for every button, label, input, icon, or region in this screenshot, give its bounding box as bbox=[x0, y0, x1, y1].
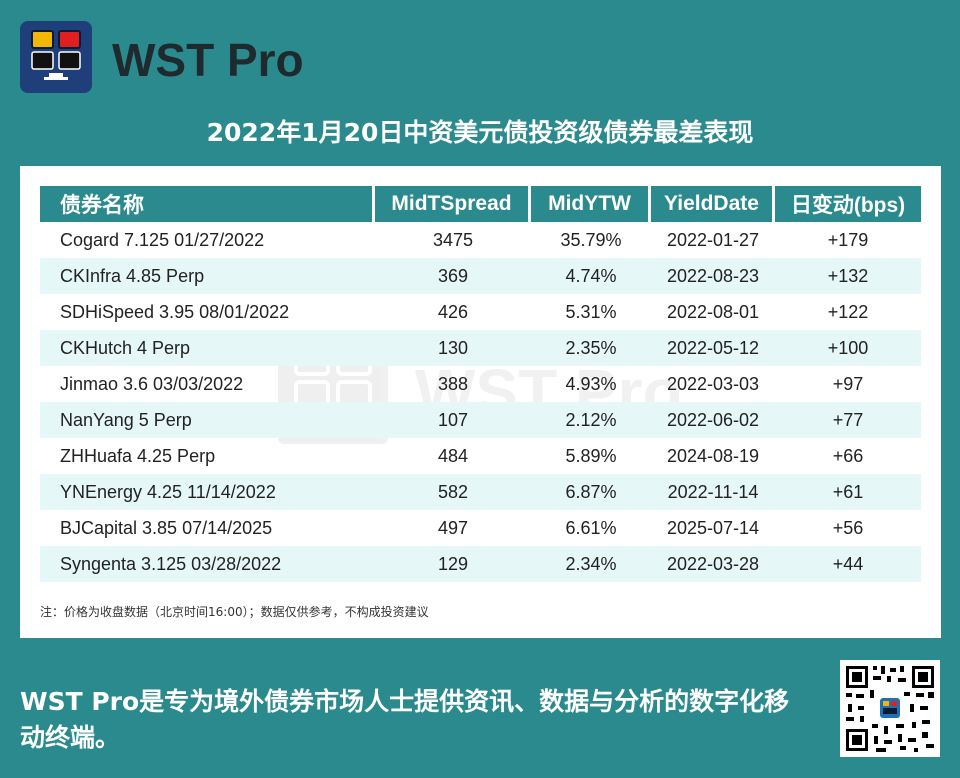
mid-ytw: 2.35% bbox=[531, 330, 651, 366]
bond-name: Syngenta 3.125 03/28/2022 bbox=[40, 546, 375, 582]
bond-name: SDHiSpeed 3.95 08/01/2022 bbox=[60, 301, 290, 322]
table-header-row: 债券名称 MidTSpread MidYTW YieldDate 日变动(bps… bbox=[40, 186, 921, 222]
mid-t-spread: 130 bbox=[375, 330, 531, 366]
mid-t-spread: 369 bbox=[375, 258, 531, 294]
mid-ytw: 2.12% bbox=[531, 402, 651, 438]
yield-date: 2022-08-23 bbox=[651, 258, 775, 294]
mid-t-spread: 3475 bbox=[432, 229, 474, 250]
daily-change: +77 bbox=[775, 402, 921, 438]
brand-name: WST Pro bbox=[112, 34, 304, 86]
daily-change: +132 bbox=[775, 258, 921, 294]
mid-ytw: 6.87% bbox=[531, 474, 651, 510]
table-row: NanYang 5 Perp 107 2.12% 2022-06-02 +77 bbox=[40, 402, 921, 438]
yield-date: 2024-08-19 bbox=[666, 445, 760, 466]
mid-t-spread: 129 bbox=[375, 546, 531, 582]
col-header-yielddate: YieldDate bbox=[651, 186, 775, 222]
bond-name: Jinmao 3.6 03/03/2022 bbox=[60, 373, 244, 394]
tagline: WST Pro是专为境外债券市场人士提供资讯、数据与分析的数字化移动终端。 bbox=[20, 687, 790, 752]
mid-ytw: 4.93% bbox=[565, 373, 617, 394]
yield-date: 2025-07-14 bbox=[666, 517, 760, 538]
col-header-midytw: MidYTW bbox=[531, 186, 651, 222]
daily-change: +66 bbox=[832, 445, 864, 466]
yield-date: 2022-06-02 bbox=[651, 402, 775, 438]
yield-date: 2022-03-28 bbox=[651, 546, 775, 582]
table-row: YNEnergy 4.25 11/14/2022 582 6.87% 2022-… bbox=[40, 474, 921, 510]
daily-change: +44 bbox=[775, 546, 921, 582]
table-row: CKHutch 4 Perp 130 2.35% 2022-05-12 +100 bbox=[40, 330, 921, 366]
bond-name: BJCapital 3.85 07/14/2025 bbox=[60, 517, 273, 538]
bond-name: CKInfra 4.85 Perp bbox=[40, 258, 375, 294]
daily-change: +100 bbox=[775, 330, 921, 366]
mid-t-spread: 107 bbox=[375, 402, 531, 438]
disclaimer-note: 注：价格为收盘数据（北京时间16:00）；数据仅供参考，不构成投资建议 bbox=[40, 605, 429, 619]
mid-t-spread: 426 bbox=[437, 301, 469, 322]
bond-table: 债券名称 MidTSpread MidYTW YieldDate 日变动(bps… bbox=[40, 186, 921, 582]
col-header-name: 债券名称 bbox=[40, 186, 375, 222]
col-header-daily-change: 日变动(bps) bbox=[775, 186, 921, 222]
table-row: CKInfra 4.85 Perp 369 4.74% 2022-08-23 +… bbox=[40, 258, 921, 294]
daily-change: +56 bbox=[832, 517, 864, 538]
page-title: 2022年1月20日中资美元债投资级债券最差表现 bbox=[206, 118, 754, 147]
daily-change: +179 bbox=[827, 229, 869, 250]
mid-t-spread: 497 bbox=[437, 517, 469, 538]
table-row: Jinmao 3.6 03/03/2022 388 4.93% 2022-03-… bbox=[40, 366, 921, 402]
mid-ytw: 2.34% bbox=[531, 546, 651, 582]
qr-code-icon[interactable] bbox=[840, 660, 940, 757]
mid-ytw: 5.89% bbox=[565, 445, 617, 466]
mid-t-spread: 388 bbox=[437, 373, 469, 394]
bond-name: Cogard 7.125 01/27/2022 bbox=[60, 229, 265, 250]
bond-name: CKHutch 4 Perp bbox=[40, 330, 375, 366]
yield-date: 2022-03-03 bbox=[666, 373, 760, 394]
bond-name: ZHHuafa 4.25 Perp bbox=[60, 445, 216, 466]
mid-t-spread: 484 bbox=[437, 445, 469, 466]
table-row: ZHHuafa 4.25 Perp 484 5.89% 2024-08-19 +… bbox=[40, 438, 921, 474]
bond-name: NanYang 5 Perp bbox=[40, 402, 375, 438]
bond-name: YNEnergy 4.25 11/14/2022 bbox=[40, 474, 375, 510]
yield-date: 2022-05-12 bbox=[651, 330, 775, 366]
mid-ytw: 35.79% bbox=[560, 229, 622, 250]
mid-ytw: 5.31% bbox=[565, 301, 617, 322]
table-row: BJCapital 3.85 07/14/2025 497 6.61% 2025… bbox=[40, 510, 921, 546]
mid-ytw: 6.61% bbox=[565, 517, 617, 538]
table-row: Cogard 7.125 01/27/2022 3475 35.79% 2022… bbox=[40, 222, 921, 258]
yield-date: 2022-01-27 bbox=[666, 229, 760, 250]
mid-t-spread: 582 bbox=[375, 474, 531, 510]
yield-date: 2022-11-14 bbox=[651, 474, 775, 510]
table-row: Syngenta 3.125 03/28/2022 129 2.34% 2022… bbox=[40, 546, 921, 582]
daily-change: +97 bbox=[832, 373, 864, 394]
daily-change: +122 bbox=[827, 301, 869, 322]
col-header-midtspread: MidTSpread bbox=[375, 186, 531, 222]
table-row: SDHiSpeed 3.95 08/01/2022 426 5.31% 2022… bbox=[40, 294, 921, 330]
wst-logo-icon bbox=[20, 21, 92, 93]
mid-ytw: 4.74% bbox=[531, 258, 651, 294]
table-panel: WST Pro 债券名称 MidTSpread MidYTW YieldDate… bbox=[20, 166, 941, 638]
daily-change: +61 bbox=[775, 474, 921, 510]
yield-date: 2022-08-01 bbox=[666, 301, 760, 322]
